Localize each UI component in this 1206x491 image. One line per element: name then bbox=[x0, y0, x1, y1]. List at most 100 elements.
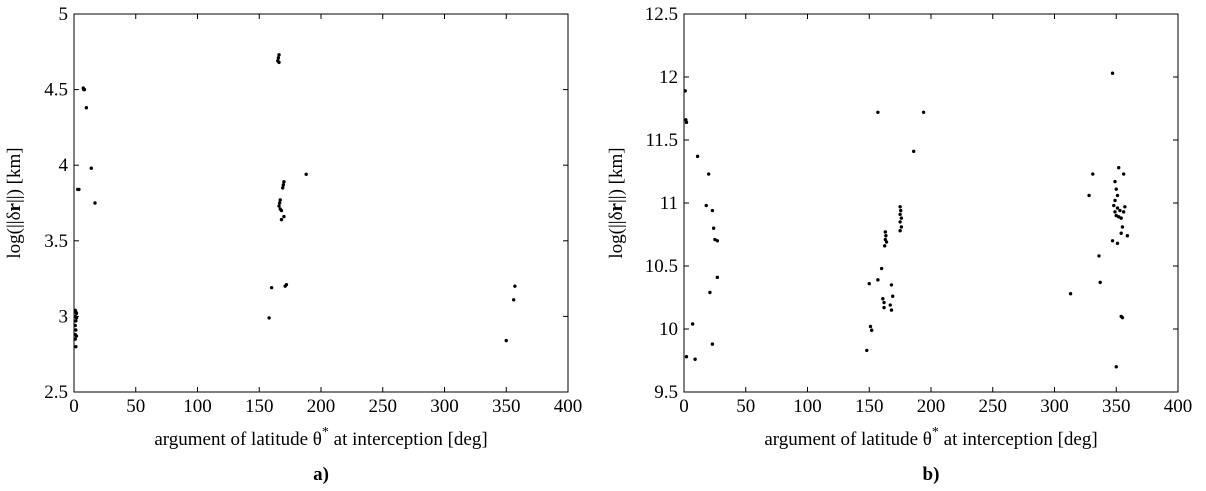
data-point bbox=[879, 266, 884, 271]
data-point bbox=[277, 201, 282, 205]
y-axis-title: log(||δr||) [km] bbox=[4, 147, 25, 258]
plot-frame bbox=[73, 13, 569, 393]
data-point bbox=[1113, 198, 1117, 203]
x-axis-title-text: argument of latitude θ bbox=[764, 429, 932, 450]
data-point bbox=[865, 348, 869, 353]
x-tick-label: 50 bbox=[736, 396, 755, 417]
data-point bbox=[882, 244, 887, 248]
data-point bbox=[695, 154, 700, 159]
data-point bbox=[74, 328, 78, 332]
data-point bbox=[684, 355, 689, 359]
y-tick-label: 4.5 bbox=[44, 80, 68, 101]
data-point bbox=[899, 216, 904, 220]
x-tick-label: 50 bbox=[126, 396, 145, 417]
y-tick-label: 3.5 bbox=[44, 231, 68, 252]
x-tick-label: 100 bbox=[183, 396, 212, 417]
y-axis-title-text: log(||δ bbox=[606, 211, 627, 258]
data-point bbox=[74, 344, 78, 349]
data-point bbox=[693, 357, 697, 361]
data-point bbox=[899, 225, 904, 229]
data-point bbox=[1114, 187, 1118, 191]
data-point bbox=[704, 203, 708, 208]
data-point bbox=[82, 87, 87, 92]
x-axis-title-superscript: * bbox=[932, 425, 939, 440]
data-point bbox=[921, 110, 926, 114]
y-tick-label: 11 bbox=[660, 193, 678, 214]
data-point bbox=[1117, 166, 1121, 170]
data-point bbox=[710, 208, 715, 213]
data-point bbox=[279, 217, 284, 222]
data-point bbox=[715, 275, 720, 280]
data-point bbox=[1115, 241, 1120, 246]
x-tick-label: 250 bbox=[369, 396, 398, 417]
panel-label: b) bbox=[923, 464, 940, 485]
x-tick-label: 200 bbox=[917, 396, 946, 417]
data-point bbox=[707, 172, 711, 176]
x-tick-label: 350 bbox=[1102, 396, 1131, 417]
data-point bbox=[74, 316, 79, 320]
data-point bbox=[708, 290, 712, 295]
data-point bbox=[684, 120, 689, 125]
y-axis-title-bold: r bbox=[606, 202, 627, 211]
data-point bbox=[710, 342, 715, 346]
data-point bbox=[74, 319, 78, 323]
data-point bbox=[1110, 239, 1115, 243]
data-point bbox=[1091, 172, 1095, 176]
x-tick-label: 0 bbox=[69, 396, 79, 417]
data-point bbox=[277, 60, 281, 65]
data-point bbox=[277, 204, 281, 208]
data-point bbox=[898, 212, 902, 217]
x-axis-title-text-end: at interception [deg] bbox=[939, 429, 1098, 450]
y-tick-label: 12.5 bbox=[645, 4, 678, 25]
data-point bbox=[898, 229, 902, 233]
data-point bbox=[1113, 179, 1117, 184]
x-tick-label: 100 bbox=[793, 396, 822, 417]
chart-panel-b: 0 50 100 150 200 250 300 350 400 9.5 10 10.5 11 11.5 1… bbox=[606, 4, 1192, 485]
x-tick-label: 400 bbox=[1164, 396, 1193, 417]
data-point bbox=[881, 297, 885, 301]
data-point bbox=[888, 303, 892, 307]
data-point bbox=[882, 305, 886, 310]
y-tick-label: 10 bbox=[659, 319, 678, 340]
data-point bbox=[267, 316, 271, 320]
data-point bbox=[283, 284, 287, 288]
data-point bbox=[889, 283, 894, 287]
data-point bbox=[889, 308, 894, 312]
data-point bbox=[884, 234, 888, 238]
data-point bbox=[1087, 193, 1091, 198]
data-point bbox=[1125, 234, 1130, 238]
x-tick-label: 150 bbox=[855, 396, 884, 417]
data-point bbox=[511, 298, 516, 302]
data-point bbox=[1068, 292, 1073, 296]
data-point bbox=[77, 187, 81, 192]
y-axis-title: log(||δr||) [km] bbox=[606, 147, 627, 258]
y-tick-label: 3 bbox=[59, 306, 69, 327]
data-point bbox=[1115, 206, 1120, 210]
data-point bbox=[683, 89, 687, 93]
y-axis-title-text: log(||δ bbox=[4, 211, 25, 258]
y-tick-label: 12 bbox=[659, 67, 678, 88]
y-tick-label: 11.5 bbox=[645, 130, 678, 151]
panel-label: a) bbox=[313, 464, 329, 485]
data-point bbox=[891, 294, 895, 298]
y-axis-title-text-end: ||) [km] bbox=[606, 147, 627, 203]
x-tick-label: 200 bbox=[307, 396, 336, 417]
data-point bbox=[882, 300, 886, 305]
data-point bbox=[876, 278, 880, 282]
data-point bbox=[868, 324, 873, 329]
data-point bbox=[276, 56, 281, 60]
data-point bbox=[711, 226, 716, 230]
data-point bbox=[74, 311, 79, 316]
data-point bbox=[504, 338, 508, 343]
x-tick-label: 300 bbox=[430, 396, 459, 417]
data-point bbox=[1121, 172, 1126, 176]
data-point bbox=[883, 237, 888, 242]
data-point bbox=[281, 186, 285, 190]
data-point bbox=[282, 180, 286, 184]
x-tick-label: 400 bbox=[554, 396, 583, 417]
data-point bbox=[278, 198, 282, 202]
data-point bbox=[279, 208, 284, 213]
x-axis-title-text: argument of latitude θ bbox=[154, 429, 322, 450]
data-point bbox=[74, 334, 79, 338]
